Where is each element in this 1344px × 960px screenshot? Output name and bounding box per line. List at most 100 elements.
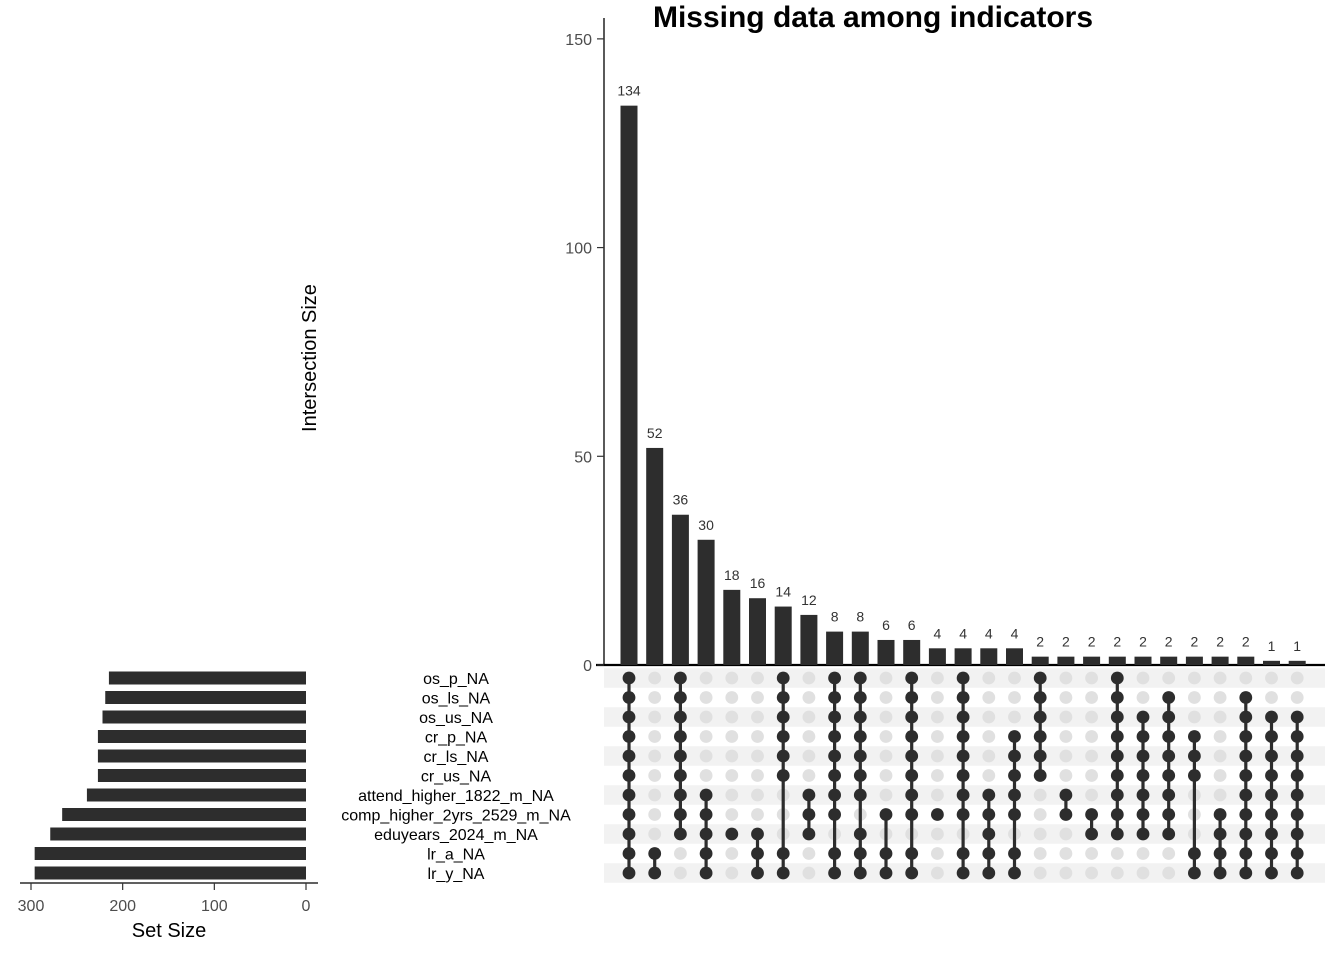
matrix-dot-filled [674, 691, 687, 704]
matrix-dot-filled [1008, 788, 1021, 802]
matrix-dot-filled [879, 808, 893, 821]
matrix-dot-filled [699, 847, 713, 860]
matrix-dot-filled [828, 847, 841, 860]
intersection-bar-label: 12 [801, 592, 817, 608]
matrix-dot-filled [1239, 827, 1253, 841]
matrix-dot-empty [802, 730, 816, 743]
intersection-bar [980, 648, 998, 665]
matrix-dot-empty [1085, 769, 1098, 782]
intersection-bar [1108, 656, 1126, 665]
intersection-bar [1160, 656, 1178, 665]
set-size-bar [50, 827, 306, 841]
matrix-dot-filled [674, 827, 687, 841]
set-label: cr_ls_NA [424, 749, 489, 766]
intersection-bar [1083, 656, 1101, 665]
matrix-dot-empty [699, 671, 713, 685]
intersection-bar [1185, 656, 1203, 665]
matrix-dot-filled [982, 866, 996, 880]
matrix-dot-filled [1162, 730, 1176, 743]
matrix-dot-empty [648, 691, 662, 704]
matrix-dot-empty [699, 769, 713, 782]
matrix-dot-filled [1033, 749, 1047, 763]
matrix-dot-filled [1265, 827, 1278, 841]
matrix-dot-filled [931, 808, 944, 821]
matrix-dot-filled [1265, 749, 1278, 763]
matrix-dot-empty [1059, 847, 1073, 860]
matrix-dot-empty [1213, 691, 1227, 704]
matrix-dot-filled [1008, 866, 1021, 880]
matrix-dot-filled [982, 827, 996, 841]
intersection-bar-label: 134 [617, 83, 641, 99]
matrix-dot-filled [674, 710, 687, 724]
matrix-dot-filled [1290, 710, 1304, 724]
matrix-dot-filled [853, 788, 867, 802]
matrix-dot-empty [1213, 788, 1227, 802]
matrix-dot-filled [1290, 730, 1304, 743]
matrix-dot-empty [931, 749, 944, 763]
set-size-bar [34, 847, 307, 860]
matrix-dot-empty [1136, 847, 1150, 860]
matrix-dot-filled [853, 691, 867, 704]
matrix-dot-empty [1110, 866, 1124, 880]
matrix-dot-empty [1008, 691, 1021, 704]
matrix-dot-filled [1008, 808, 1021, 821]
matrix-dot-filled [648, 847, 662, 860]
matrix-dot-empty [1213, 710, 1227, 724]
matrix-dot-filled [1239, 769, 1253, 782]
matrix-dot-filled [956, 691, 970, 704]
matrix-dot-filled [853, 730, 867, 743]
matrix-dot-empty [699, 749, 713, 763]
matrix-dot-empty [751, 769, 764, 782]
matrix-dot-filled [1059, 808, 1073, 821]
matrix-dot-filled [622, 866, 636, 880]
matrix-dot-filled [828, 710, 841, 724]
matrix-dot-filled [1239, 808, 1253, 821]
set-size-axis: 300 200 100 0 [18, 882, 318, 915]
matrix-dot-filled [1290, 827, 1304, 841]
set-size-bar [62, 808, 306, 821]
matrix-dot-filled [674, 769, 687, 782]
set-size-bars [34, 671, 307, 880]
matrix-dot-filled [853, 671, 867, 685]
matrix-dot-empty [982, 710, 996, 724]
matrix-dot-filled [622, 827, 636, 841]
matrix-dot-filled [1008, 749, 1021, 763]
matrix-dot-filled [1213, 847, 1227, 860]
matrix-dot-filled [1033, 730, 1047, 743]
set-size-axis-tick-label: 300 [18, 898, 45, 915]
matrix-dot-empty [751, 788, 764, 802]
matrix-dot-filled [699, 788, 713, 802]
matrix-dot-empty [1059, 769, 1073, 782]
intersection-bar-label: 6 [882, 617, 890, 633]
matrix-dot-filled [905, 788, 919, 802]
matrix-dot-filled [828, 866, 841, 880]
intersection-bar [723, 589, 741, 665]
matrix-dot-filled [828, 808, 841, 821]
matrix-dot-empty [1059, 866, 1073, 880]
intersection-bar [826, 631, 844, 665]
matrix-dot-empty [751, 691, 764, 704]
intersection-bar-label: 4 [985, 625, 993, 641]
matrix-dot-filled [1162, 788, 1176, 802]
matrix-dot-filled [1033, 671, 1047, 685]
matrix-dot-filled [1085, 827, 1098, 841]
intersection-bar [954, 648, 972, 665]
matrix-dot-filled [674, 730, 687, 743]
matrix-dot-empty [648, 808, 662, 821]
matrix-dot-empty [1162, 866, 1176, 880]
matrix-dot-filled [622, 769, 636, 782]
matrix-dot-filled [956, 847, 970, 860]
matrix-dot-empty [931, 866, 944, 880]
matrix-dot-empty [1213, 730, 1227, 743]
intersection-bar-label: 6 [908, 617, 916, 633]
matrix-dot-filled [905, 749, 919, 763]
matrix-dot-empty [1213, 749, 1227, 763]
matrix-dot-filled [802, 827, 816, 841]
matrix-dot-filled [776, 769, 790, 782]
matrix-dot-filled [622, 671, 636, 685]
matrix-dot-filled [802, 788, 816, 802]
matrix-dot-empty [1059, 827, 1073, 841]
intersection-bar-label: 2 [1191, 634, 1199, 650]
matrix-dot-filled [1033, 769, 1047, 782]
matrix-dot-filled [1290, 788, 1304, 802]
